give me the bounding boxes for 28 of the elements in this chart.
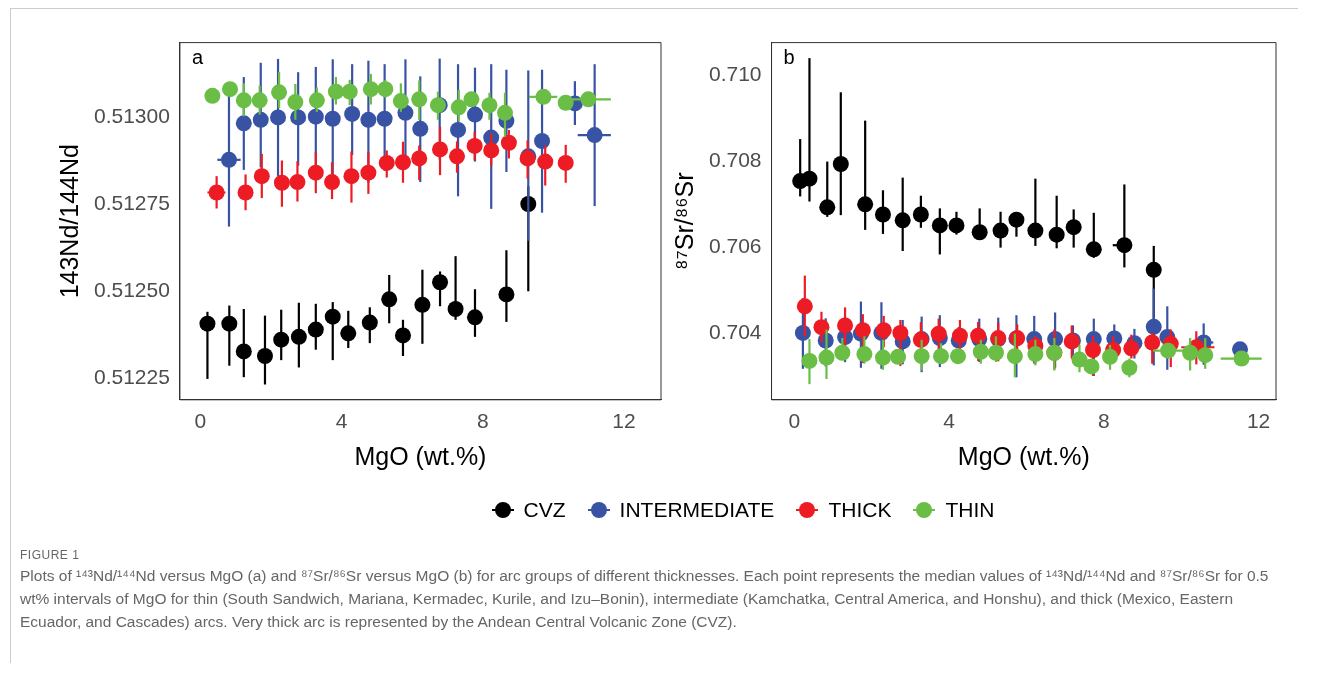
y-axis-title: ⁸⁷Sr/⁸⁶Sr xyxy=(669,172,698,270)
y-axis-title: 143Nd/144Nd xyxy=(54,144,83,299)
y-tick-label: 0.51250 xyxy=(93,278,170,302)
x-axis-title: MgO (wt.%) xyxy=(354,441,487,470)
caption: FIGURE 1 xyxy=(20,548,81,562)
y-tick-label: 0.51300 xyxy=(93,104,170,128)
x-tick-label: 4 xyxy=(943,409,956,433)
y-tick-label: 0.710 xyxy=(708,61,762,85)
x-tick-label: 12 xyxy=(612,409,636,433)
annotation: b xyxy=(783,46,795,69)
legend-label: INTERMEDIATE xyxy=(619,498,775,522)
x-tick-label: 0 xyxy=(194,409,207,433)
text: Plots of ¹⁴³Nd/¹⁴⁴Nd versus MgO (a) and ⁸⁷Sr/⁸⁶Sr versus MgO (b) for arc groups of different thicknesses. Each point represents the median values of ¹⁴³Nd/¹⁴⁴Nd and ⁸⁷Sr/⁸⁶Sr for 0.5 wt% intervals of MgO for thin (South Sandwich, Mariana, Kermadec, Kurile, and Izu–Bonin), intermediate (Kamchatka, Central America, and Honshu), and thick (Mexico, Eastern Ecuador, and Cascades) arcs. Very thick arc is represented by the Andean Central Volcanic Zone (CVZ). xyxy=(20,566,1270,632)
legend-label: CVZ xyxy=(523,498,566,522)
x-tick-label: 8 xyxy=(1098,409,1110,433)
y-tick-label: 0.706 xyxy=(708,233,762,257)
legend-label: THIN xyxy=(945,498,995,522)
x-tick-label: 8 xyxy=(476,409,489,433)
x-tick-label: 12 xyxy=(1246,409,1271,433)
y-tick-label: 0.51225 xyxy=(93,365,170,389)
annotation: a xyxy=(191,46,204,69)
x-tick-label: 0 xyxy=(788,409,801,433)
y-tick-label: 0.708 xyxy=(708,147,762,171)
legend-label: THICK xyxy=(828,498,892,522)
x-tick-label: 4 xyxy=(335,409,348,433)
y-tick-label: 0.704 xyxy=(708,319,762,343)
y-tick-label: 0.51275 xyxy=(93,191,170,215)
x-axis-title: MgO (wt.%) xyxy=(957,441,1090,470)
